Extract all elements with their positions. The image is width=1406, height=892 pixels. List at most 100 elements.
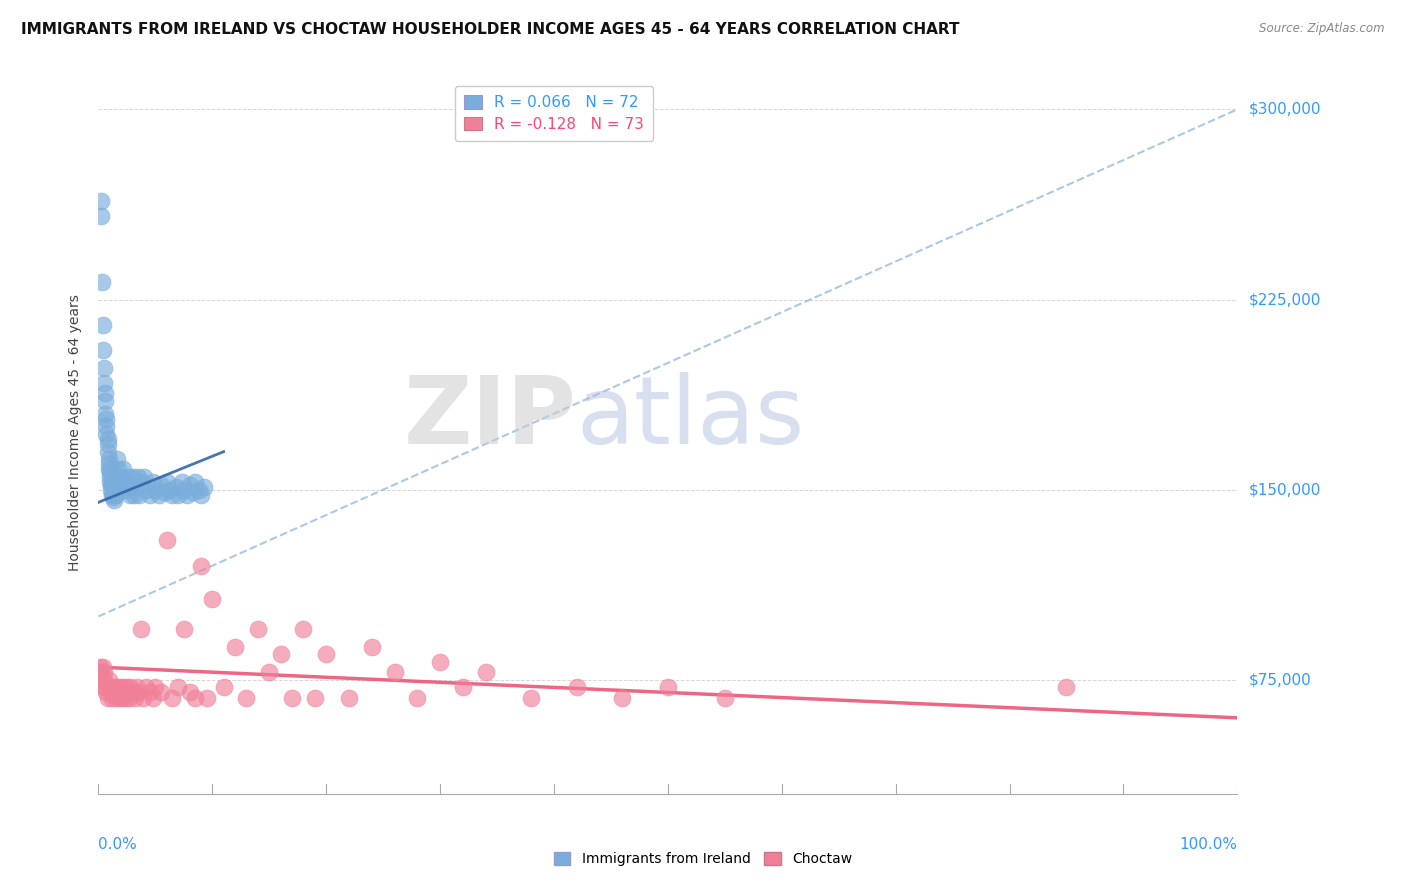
Point: [145, 483, 167, 497]
Point: [90, 275, 112, 289]
Point: [117, 480, 139, 494]
Point: [96, 437, 118, 451]
Point: [127, 681, 149, 695]
Point: [142, 475, 165, 489]
Point: [108, 690, 131, 705]
Point: [107, 685, 129, 699]
Point: [90, 673, 112, 687]
Point: [657, 681, 679, 695]
Point: [104, 690, 127, 705]
Point: [156, 475, 179, 489]
Text: $75,000: $75,000: [1249, 673, 1312, 688]
Point: [156, 533, 179, 548]
Point: [107, 462, 129, 476]
Point: [124, 690, 146, 705]
Point: [474, 665, 496, 680]
Point: [148, 488, 170, 502]
Point: [97, 462, 120, 476]
Point: [612, 690, 634, 705]
Point: [127, 470, 149, 484]
Point: [111, 475, 134, 489]
Point: [103, 492, 125, 507]
Point: [103, 490, 125, 504]
Point: [104, 488, 127, 502]
Point: [118, 690, 141, 705]
Text: $150,000: $150,000: [1249, 483, 1320, 497]
Point: [173, 483, 195, 497]
Point: [259, 665, 281, 680]
Point: [96, 685, 118, 699]
Point: [101, 477, 124, 491]
Point: [96, 419, 118, 434]
Point: [406, 690, 429, 705]
Point: [97, 673, 120, 687]
Point: [520, 690, 543, 705]
Point: [162, 690, 184, 705]
Text: $300,000: $300,000: [1249, 102, 1320, 117]
Point: [108, 681, 131, 695]
Point: [360, 640, 382, 654]
Point: [104, 483, 127, 497]
Point: [117, 685, 139, 699]
Point: [150, 477, 173, 491]
Point: [315, 648, 337, 662]
Point: [184, 690, 207, 705]
Point: [714, 690, 737, 705]
Point: [246, 622, 269, 636]
Point: [212, 681, 235, 695]
Point: [142, 690, 165, 705]
Text: $225,000: $225,000: [1249, 292, 1320, 307]
Point: [138, 488, 160, 502]
Point: [122, 488, 145, 502]
Point: [96, 411, 118, 425]
Point: [138, 685, 160, 699]
Point: [93, 361, 115, 376]
Point: [150, 685, 173, 699]
Legend: R = 0.066   N = 72, R = -0.128   N = 73: R = 0.066 N = 72, R = -0.128 N = 73: [454, 87, 654, 141]
Point: [135, 681, 157, 695]
Point: [115, 475, 138, 489]
Point: [91, 681, 114, 695]
Point: [115, 681, 138, 695]
Point: [132, 690, 155, 705]
Point: [101, 488, 124, 502]
Point: [565, 681, 588, 695]
Text: Source: ZipAtlas.com: Source: ZipAtlas.com: [1260, 22, 1385, 36]
Point: [110, 685, 132, 699]
Point: [98, 475, 121, 489]
Point: [184, 475, 207, 489]
Point: [127, 685, 149, 699]
Point: [120, 681, 142, 695]
Point: [153, 485, 176, 500]
Point: [1054, 681, 1078, 695]
Legend: Immigrants from Ireland, Choctaw: Immigrants from Ireland, Choctaw: [548, 847, 858, 871]
Point: [118, 470, 141, 484]
Point: [121, 470, 143, 484]
Point: [128, 488, 150, 502]
Point: [173, 622, 195, 636]
Point: [101, 690, 124, 705]
Point: [103, 485, 125, 500]
Point: [93, 665, 115, 680]
Point: [337, 690, 360, 705]
Point: [135, 483, 157, 497]
Point: [97, 458, 120, 472]
Point: [384, 665, 406, 680]
Point: [179, 685, 201, 699]
Point: [94, 393, 117, 408]
Point: [103, 681, 125, 695]
Point: [114, 685, 136, 699]
Y-axis label: Householder Income Ages 45 - 64 years: Householder Income Ages 45 - 64 years: [69, 294, 83, 571]
Point: [105, 681, 128, 695]
Point: [131, 475, 153, 489]
Point: [105, 452, 128, 467]
Point: [94, 681, 117, 695]
Point: [190, 558, 212, 573]
Point: [129, 622, 152, 636]
Point: [179, 477, 201, 491]
Point: [98, 681, 121, 695]
Point: [190, 488, 212, 502]
Point: [224, 640, 246, 654]
Point: [96, 690, 118, 705]
Point: [111, 690, 134, 705]
